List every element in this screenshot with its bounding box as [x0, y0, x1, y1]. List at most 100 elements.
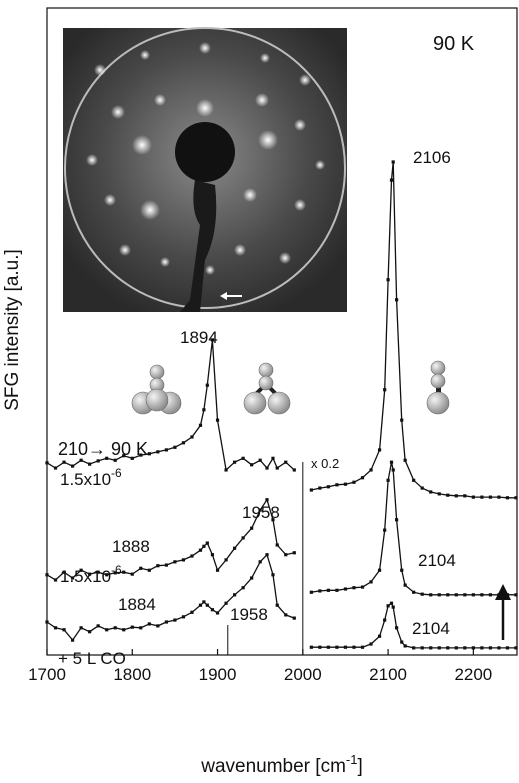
data-point: [446, 493, 450, 497]
leed-inset: [63, 27, 347, 312]
data-point: [454, 646, 458, 650]
data-point: [335, 483, 339, 487]
annotation-sup: -6: [111, 563, 122, 577]
data-point: [343, 482, 348, 486]
data-point: [505, 496, 510, 500]
data-point: [205, 541, 209, 545]
data-point: [480, 593, 484, 597]
data-point: [488, 495, 493, 499]
x-axis-label-sup: -1: [346, 752, 358, 767]
data-point: [400, 418, 404, 422]
data-point: [369, 642, 373, 646]
data-point: [412, 590, 416, 594]
data-point: [265, 498, 269, 502]
annotation: 2104: [418, 551, 456, 570]
x-axis-label-text: wavenumber [cm: [200, 756, 346, 777]
annotation: 1958: [230, 605, 268, 624]
data-point: [429, 593, 433, 597]
data-point: [250, 463, 254, 467]
data-point: [429, 646, 433, 650]
data-point: [113, 626, 117, 630]
data-point: [53, 578, 58, 582]
data-point: [88, 572, 92, 576]
data-point: [488, 593, 493, 597]
annotation-text: 2104: [412, 619, 450, 638]
annotation-text: 1.5x10: [60, 470, 111, 489]
data-point: [139, 453, 143, 457]
data-point: [53, 466, 58, 470]
data-point: [360, 476, 365, 480]
data-point: [386, 604, 390, 608]
data-point: [79, 458, 83, 462]
data-point: [233, 460, 237, 464]
data-point: [463, 646, 467, 650]
data-point: [386, 278, 390, 282]
data-point: [335, 588, 339, 592]
data-point: [62, 628, 66, 632]
data-point: [215, 611, 220, 615]
data-point: [79, 626, 83, 630]
data-point: [400, 568, 404, 572]
annotation-text: + 5 L CO: [58, 649, 126, 668]
data-point: [318, 645, 322, 649]
annotation-text: 2106: [413, 148, 451, 167]
data-point: [343, 645, 348, 649]
y-axis-label: SFG intensity [a.u.]: [2, 249, 23, 411]
data-point: [181, 615, 186, 619]
data-point: [446, 646, 450, 650]
data-point: [284, 460, 288, 464]
data-point: [318, 486, 322, 490]
x-tick-label: 1900: [199, 665, 237, 684]
data-point: [45, 620, 49, 624]
data-point: [250, 576, 254, 580]
data-point: [471, 495, 475, 499]
data-point: [105, 573, 109, 577]
data-point: [505, 646, 510, 650]
data-point: [271, 573, 275, 577]
data-point: [215, 568, 220, 572]
data-point: [352, 586, 356, 590]
data-point: [202, 408, 206, 412]
data-point: [130, 572, 134, 576]
data-point: [173, 560, 177, 564]
data-point: [181, 441, 186, 445]
data-point: [391, 468, 395, 472]
data-point: [275, 543, 279, 547]
data-point: [88, 630, 92, 634]
data-point: [215, 418, 220, 422]
data-point: [326, 588, 330, 592]
data-point: [400, 640, 404, 644]
data-point: [284, 553, 288, 557]
x-tick-label: 1700: [28, 665, 66, 684]
data-point: [198, 603, 203, 607]
data-point: [156, 450, 160, 454]
data-point: [471, 593, 475, 597]
data-point: [343, 587, 348, 591]
data-point: [454, 593, 458, 597]
annotation-text: 2104: [418, 551, 456, 570]
data-point: [139, 626, 143, 630]
data-point: [271, 456, 275, 460]
data-point: [335, 645, 339, 649]
data-point: [463, 593, 467, 597]
data-point: [79, 568, 83, 572]
data-point: [403, 583, 407, 587]
up-arrow: [495, 584, 511, 640]
data-point: [113, 458, 117, 462]
annotation-text: 1884: [118, 595, 156, 614]
annotation: 1.5x10-6: [60, 563, 122, 586]
data-point: [383, 528, 387, 532]
annotation: 2104: [412, 619, 450, 638]
data-point: [309, 488, 313, 492]
data-point: [437, 492, 441, 496]
data-point: [454, 494, 458, 498]
data-point: [309, 590, 313, 594]
data-point: [383, 618, 387, 622]
data-point: [403, 458, 407, 462]
data-point: [233, 546, 237, 550]
annotation-text: 1958: [242, 503, 280, 522]
data-point: [202, 544, 206, 548]
annotation-text: x 0.2: [311, 456, 339, 471]
data-point: [205, 603, 209, 607]
